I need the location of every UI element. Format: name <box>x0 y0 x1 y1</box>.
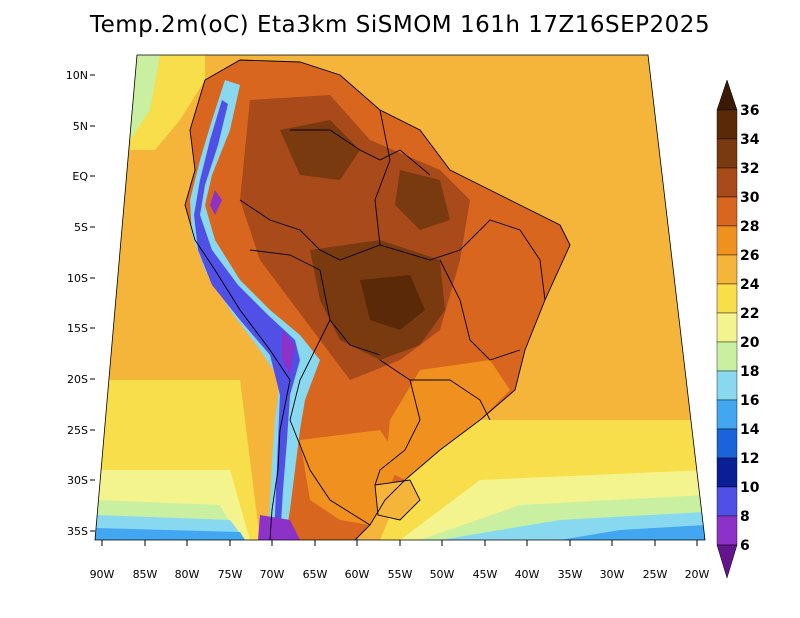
uruguay-land <box>375 480 420 520</box>
south-ocean-blue <box>95 525 705 540</box>
colorbar-label-20: 20 <box>740 335 760 351</box>
colorbar-cell-6 <box>716 515 738 546</box>
colorbar-cell-18 <box>716 341 738 372</box>
lat-label-eq: EQ <box>72 170 88 183</box>
lon-label-75w: 75W <box>218 568 243 581</box>
political-borders <box>184 59 571 540</box>
interior-hot-spot <box>360 275 425 330</box>
colorbar-label-32: 32 <box>740 161 759 177</box>
colorbar-label-36: 36 <box>740 103 759 119</box>
lat-label-20s: 20S <box>67 373 88 386</box>
longitude-axis: 90W 85W 80W 75W 70W 65W 60W 55W 50W 45W … <box>90 540 710 581</box>
lon-label-35w: 35W <box>558 568 583 581</box>
colorbar-label-18: 18 <box>740 364 759 380</box>
colorbar-label-10: 10 <box>740 480 760 496</box>
colorbar-cell-34 <box>716 109 738 140</box>
colorbar-label-8: 8 <box>740 509 750 525</box>
lat-label-25s: 25S <box>67 424 88 437</box>
colorbar-label-6: 6 <box>740 538 750 554</box>
colorbar-bottom-arrow <box>716 544 738 579</box>
colorbar-label-14: 14 <box>740 422 760 438</box>
map-domain-frame <box>94 54 706 541</box>
lon-label-70w: 70W <box>260 568 285 581</box>
colorbar-cell-22 <box>716 283 738 314</box>
north-interior-warm <box>280 120 450 230</box>
lat-label-35s: 35S <box>67 525 88 538</box>
colorbar-cell-20 <box>716 312 738 343</box>
colorbar-cell-8 <box>716 486 738 517</box>
colorbar-label-16: 16 <box>740 393 759 409</box>
colorbar-cell-30 <box>716 167 738 198</box>
lat-label-30s: 30S <box>67 474 88 487</box>
colorbar-label-12: 12 <box>740 451 759 467</box>
lat-label-10n: 10N <box>66 69 88 82</box>
colorbar-cell-28 <box>716 196 738 227</box>
colorbar-label-28: 28 <box>740 219 759 235</box>
lon-label-80w: 80W <box>175 568 200 581</box>
colorbar-cell-26 <box>716 225 738 256</box>
colorbar-cell-32 <box>716 138 738 169</box>
southeast-land <box>385 360 510 480</box>
lon-label-65w: 65W <box>303 568 328 581</box>
lon-label-50w: 50W <box>430 568 455 581</box>
lon-label-90w: 90W <box>90 568 115 581</box>
lat-label-15s: 15S <box>67 322 88 335</box>
colorbar: 36 34 32 30 28 26 24 22 20 18 16 14 12 1… <box>716 79 760 579</box>
north-ocean-cool <box>130 55 160 140</box>
lon-label-60w: 60W <box>345 568 370 581</box>
lat-label-5n: 5N <box>73 120 88 133</box>
lon-label-45w: 45W <box>473 568 498 581</box>
lon-label-20w: 20W <box>685 568 710 581</box>
lon-label-55w: 55W <box>388 568 413 581</box>
latitude-axis: 10N 5N EQ 5S 10S 15S 20S 25S 30S 35S <box>66 69 95 538</box>
lon-label-85w: 85W <box>133 568 158 581</box>
colorbar-label-26: 26 <box>740 248 759 264</box>
map-domain <box>95 55 705 540</box>
colorbar-label-24: 24 <box>740 277 760 293</box>
colorbar-label-30: 30 <box>740 190 760 206</box>
colorbar-cell-10 <box>716 457 738 488</box>
lat-label-5s: 5S <box>74 221 88 234</box>
lat-label-10s: 10S <box>67 272 88 285</box>
map-title: Temp.2m(oC) Eta3km SiSMOM 161h 17Z16SEP2… <box>89 12 711 38</box>
colorbar-label-22: 22 <box>740 306 759 322</box>
colorbar-top-arrow <box>716 79 738 111</box>
south-ocean-cyan <box>95 512 705 540</box>
colorbar-label-34: 34 <box>740 132 760 148</box>
ne-ocean-field <box>350 55 660 200</box>
lon-label-30w: 30W <box>600 568 625 581</box>
south-land-mild <box>300 430 400 525</box>
colorbar-cell-16 <box>716 370 738 401</box>
lon-label-40w: 40W <box>515 568 540 581</box>
colorbar-cell-14 <box>716 399 738 430</box>
lon-label-25w: 25W <box>643 568 668 581</box>
colorbar-cell-12 <box>716 428 738 459</box>
colorbar-cell-24 <box>716 254 738 285</box>
